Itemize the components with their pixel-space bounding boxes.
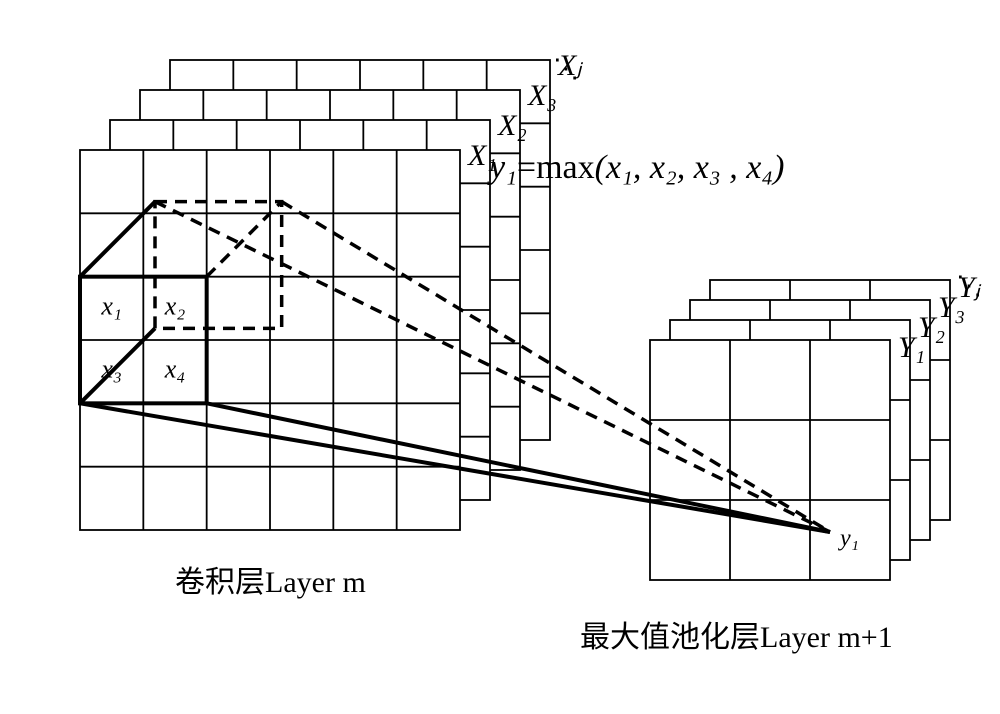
svg-text:X₃: X₃ — [527, 79, 557, 112]
svg-text:x₁: x₁ — [100, 291, 122, 320]
svg-text:⋱: ⋱ — [956, 271, 982, 300]
svg-text:X₂: X₂ — [497, 109, 527, 142]
svg-text:⋱: ⋱ — [553, 54, 579, 83]
svg-text:y₁=max(x₁, x₂, x₃ , x₄): y₁=max(x₁, x₂, x₃ , x₄) — [487, 149, 784, 186]
svg-text:x₂: x₂ — [164, 291, 186, 320]
svg-text:卷积层Layer m: 卷积层Layer m — [175, 566, 366, 599]
svg-text:y₁: y₁ — [838, 526, 859, 552]
svg-text:最大值池化层Layer m+1: 最大值池化层Layer m+1 — [580, 621, 893, 654]
svg-text:x₃: x₃ — [100, 355, 122, 384]
svg-text:x₄: x₄ — [164, 355, 186, 384]
